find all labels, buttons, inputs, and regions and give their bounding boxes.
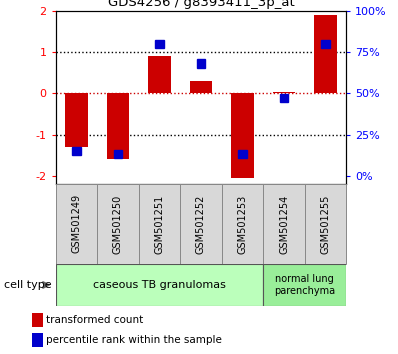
Bar xyxy=(107,93,129,159)
Text: GSM501253: GSM501253 xyxy=(238,194,248,253)
Text: percentile rank within the sample: percentile rank within the sample xyxy=(46,335,222,345)
Bar xyxy=(148,56,171,93)
Bar xyxy=(314,15,337,93)
Text: GSM501250: GSM501250 xyxy=(113,194,123,253)
Text: GSM501254: GSM501254 xyxy=(279,194,289,253)
Bar xyxy=(197,59,205,68)
Bar xyxy=(180,184,222,264)
Bar xyxy=(65,93,88,147)
Bar xyxy=(189,81,213,93)
Bar xyxy=(139,184,180,264)
Title: GDS4256 / g8393411_3p_at: GDS4256 / g8393411_3p_at xyxy=(107,0,295,10)
Bar xyxy=(56,184,97,264)
Bar xyxy=(305,184,346,264)
Bar xyxy=(155,40,164,48)
Text: caseous TB granulomas: caseous TB granulomas xyxy=(93,280,226,290)
Bar xyxy=(32,333,43,347)
Bar xyxy=(56,264,263,306)
Bar xyxy=(97,184,139,264)
Text: GSM501249: GSM501249 xyxy=(72,194,82,253)
Bar xyxy=(238,150,247,159)
Bar xyxy=(263,184,305,264)
Bar xyxy=(273,92,295,93)
Bar xyxy=(114,150,122,159)
Bar xyxy=(231,93,254,178)
Text: cell type: cell type xyxy=(4,280,52,290)
Bar xyxy=(263,264,346,306)
Text: GSM501255: GSM501255 xyxy=(320,194,330,253)
Text: GSM501252: GSM501252 xyxy=(196,194,206,253)
Bar xyxy=(32,313,43,327)
Bar xyxy=(222,184,263,264)
Text: transformed count: transformed count xyxy=(46,315,143,325)
Bar xyxy=(72,147,81,155)
Text: normal lung
parenchyma: normal lung parenchyma xyxy=(274,274,336,296)
Bar xyxy=(321,40,330,48)
Bar xyxy=(280,94,288,102)
Text: GSM501251: GSM501251 xyxy=(154,194,164,253)
